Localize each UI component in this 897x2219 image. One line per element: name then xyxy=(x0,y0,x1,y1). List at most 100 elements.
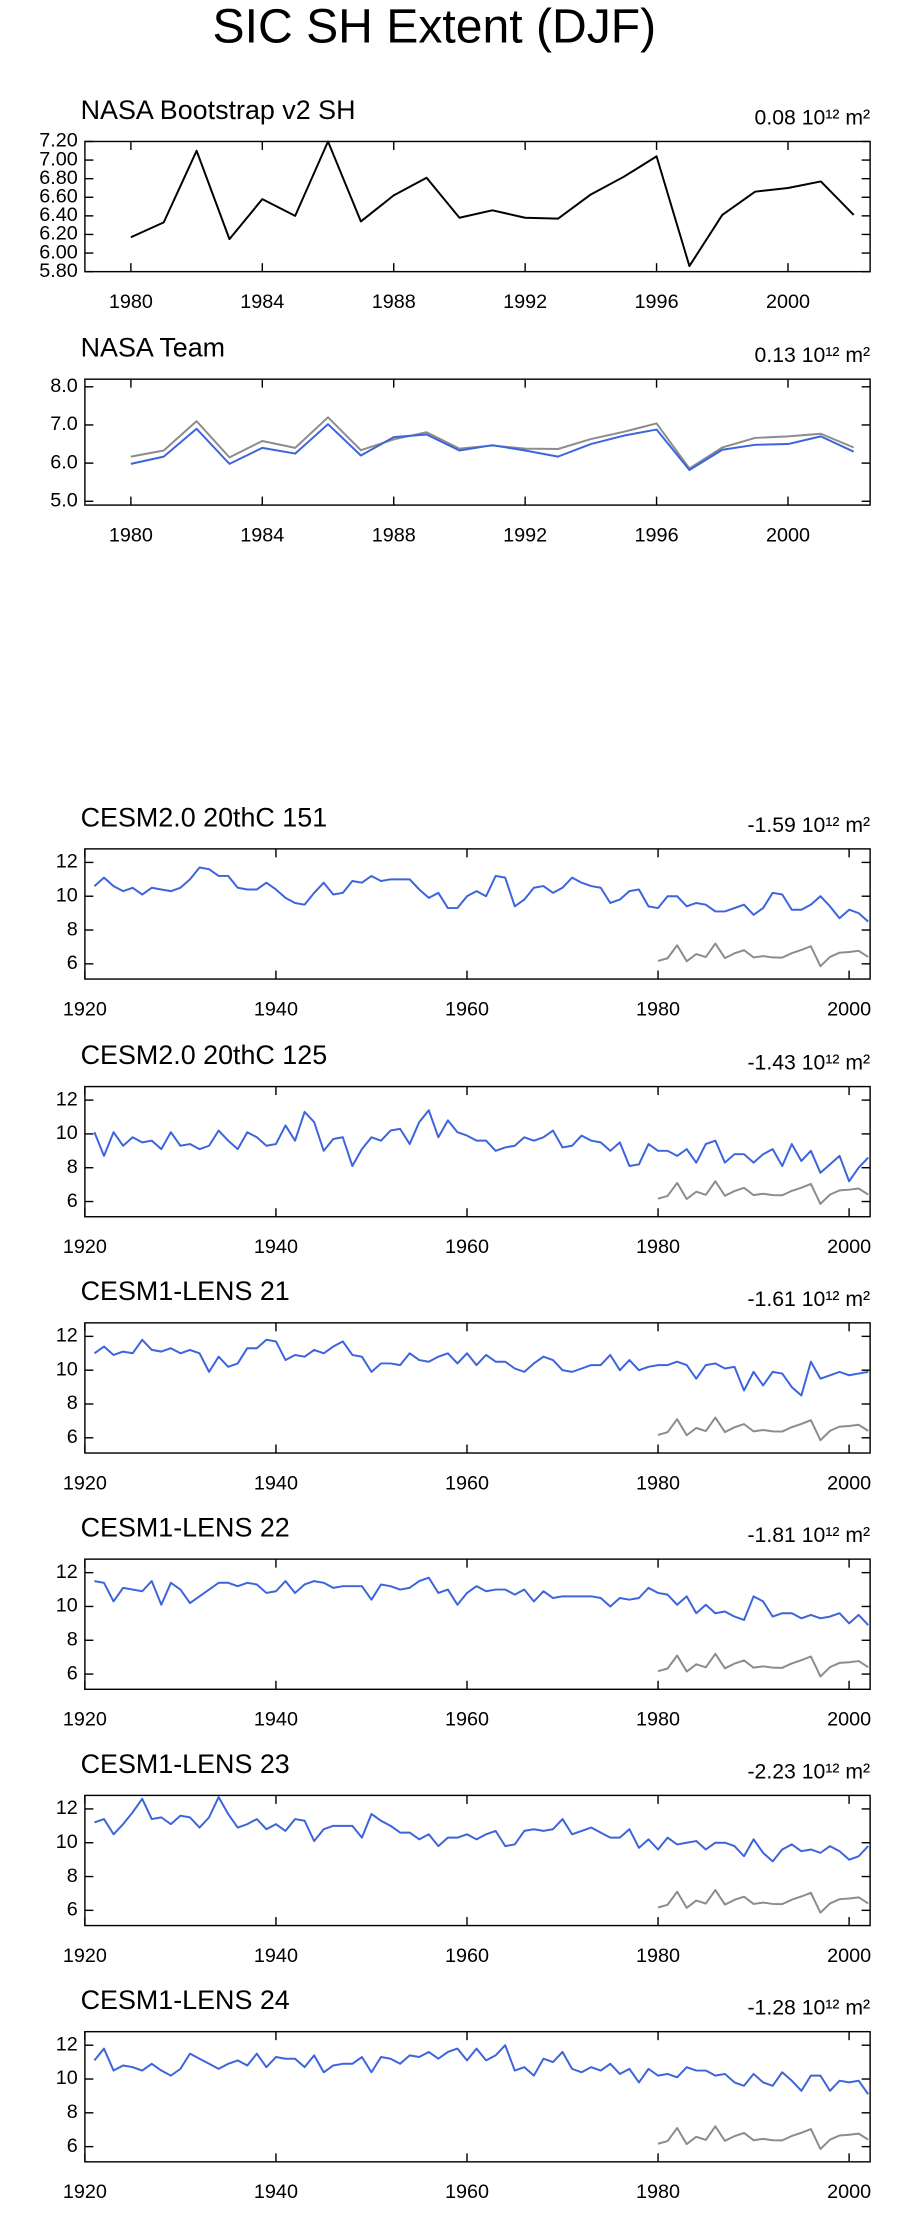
y-tick-label: 12 xyxy=(56,2033,78,2055)
panel-title: CESM1-LENS 22 xyxy=(81,1513,290,1543)
plot-frame xyxy=(84,1558,871,1690)
data-line xyxy=(130,140,855,268)
data-line xyxy=(94,1576,869,1626)
x-tick-label: 1984 xyxy=(240,524,284,546)
x-tick-label: 1960 xyxy=(445,1945,489,1967)
x-tick-label: 1984 xyxy=(240,291,284,313)
y-tick-label: 7.20 xyxy=(39,130,78,152)
panel-title: CESM1-LENS 23 xyxy=(81,1749,290,1779)
y-tick-label: 10 xyxy=(56,1831,78,1853)
y-tick-label: 12 xyxy=(56,851,78,873)
x-tick-label: 1980 xyxy=(636,1945,680,1967)
trend-annotation: -1.81 10¹² m² xyxy=(747,1524,870,1547)
x-tick-label: 1940 xyxy=(254,1472,298,1494)
x-tick-label: 2000 xyxy=(827,2181,871,2203)
x-tick-label: 1980 xyxy=(636,1709,680,1731)
trend-annotation: -1.59 10¹² m² xyxy=(747,814,870,837)
data-line xyxy=(130,416,855,470)
y-tick-label: 12 xyxy=(56,1325,78,1347)
panel-title: CESM2.0 20thC 125 xyxy=(81,1040,328,1070)
plot-frame xyxy=(84,1085,871,1218)
x-tick-label: 1960 xyxy=(445,2181,489,2203)
x-tick-label: 2000 xyxy=(766,291,810,313)
x-tick-label: 2000 xyxy=(827,998,871,1020)
y-tick-label: 6 xyxy=(67,1190,78,1212)
trend-annotation: -1.61 10¹² m² xyxy=(747,1288,870,1311)
x-tick-label: 1980 xyxy=(636,998,680,1020)
panel-title: NASA Bootstrap v2 SH xyxy=(81,95,356,125)
y-tick-label: 6.20 xyxy=(39,223,78,245)
panel-title: NASA Team xyxy=(81,333,225,363)
y-tick-label: 8 xyxy=(67,1392,78,1414)
y-tick-label: 12 xyxy=(56,1797,78,1819)
x-tick-label: 1940 xyxy=(254,1709,298,1731)
y-tick-label: 8 xyxy=(67,1865,78,1887)
x-tick-label: 1960 xyxy=(445,1709,489,1731)
x-tick-label: 1920 xyxy=(63,1945,107,1967)
trend-annotation: -1.28 10¹² m² xyxy=(747,1997,870,2020)
y-tick-label: 6 xyxy=(67,2135,78,2157)
data-line xyxy=(94,1796,869,1863)
y-tick-label: 7.00 xyxy=(39,148,78,170)
y-tick-label: 10 xyxy=(56,1122,78,1144)
y-tick-label: 7.0 xyxy=(50,413,78,435)
x-tick-label: 1992 xyxy=(503,524,547,546)
plot-frame xyxy=(84,140,871,273)
y-tick-label: 8 xyxy=(67,2101,78,2123)
plot-frame xyxy=(84,1794,871,1927)
x-tick-label: 1960 xyxy=(445,1236,489,1258)
x-tick-label: 1960 xyxy=(445,998,489,1020)
trend-annotation: -2.23 10¹² m² xyxy=(747,1760,870,1783)
figure-title: SIC SH Extent (DJF) xyxy=(213,0,657,53)
x-tick-label: 2000 xyxy=(766,524,810,546)
x-tick-label: 2000 xyxy=(827,1709,871,1731)
x-tick-label: 1988 xyxy=(372,291,416,313)
x-tick-label: 1992 xyxy=(503,291,547,313)
panel-title: CESM1-LENS 21 xyxy=(81,1276,290,1306)
y-tick-label: 6.60 xyxy=(39,186,78,208)
data-line xyxy=(657,942,869,968)
data-line xyxy=(93,1109,869,1183)
trend-annotation: 0.13 10¹² m² xyxy=(755,344,871,367)
data-line xyxy=(657,1652,869,1678)
y-tick-label: 6 xyxy=(67,1662,78,1684)
y-tick-label: 8.0 xyxy=(50,375,78,397)
y-tick-label: 6.0 xyxy=(50,451,78,473)
data-line xyxy=(657,2125,869,2150)
x-tick-label: 1980 xyxy=(636,2181,680,2203)
y-tick-label: 8 xyxy=(67,1629,78,1651)
data-line xyxy=(93,2044,870,2095)
y-tick-label: 6 xyxy=(67,1426,78,1448)
data-line xyxy=(657,1889,869,1914)
plot-frame xyxy=(84,848,871,980)
x-tick-label: 1988 xyxy=(372,524,416,546)
trend-annotation: 0.08 10¹² m² xyxy=(755,106,871,129)
x-tick-label: 1940 xyxy=(254,2181,298,2203)
y-tick-label: 6 xyxy=(67,952,78,974)
y-tick-label: 10 xyxy=(56,1358,78,1380)
x-tick-label: 1920 xyxy=(63,1709,107,1731)
data-line xyxy=(657,1180,869,1205)
y-tick-label: 6.00 xyxy=(39,241,78,263)
data-line xyxy=(93,866,869,923)
y-tick-label: 6.80 xyxy=(39,167,78,189)
x-tick-label: 1996 xyxy=(635,291,679,313)
x-tick-label: 1920 xyxy=(63,1236,107,1258)
y-tick-label: 10 xyxy=(56,2067,78,2089)
plot-frame xyxy=(84,378,871,506)
y-tick-label: 12 xyxy=(56,1088,78,1110)
x-tick-label: 1960 xyxy=(445,1472,489,1494)
x-tick-label: 1920 xyxy=(63,998,107,1020)
data-line xyxy=(657,1416,869,1442)
x-tick-label: 1920 xyxy=(63,2181,107,2203)
y-tick-label: 12 xyxy=(56,1561,78,1583)
y-tick-label: 6.40 xyxy=(39,204,78,226)
x-tick-label: 2000 xyxy=(827,1945,871,1967)
panel-title: CESM1-LENS 24 xyxy=(81,1985,290,2015)
x-tick-label: 2000 xyxy=(827,1472,871,1494)
y-tick-label: 10 xyxy=(56,1595,78,1617)
x-tick-label: 1980 xyxy=(109,524,153,546)
y-tick-label: 5.0 xyxy=(50,490,78,512)
